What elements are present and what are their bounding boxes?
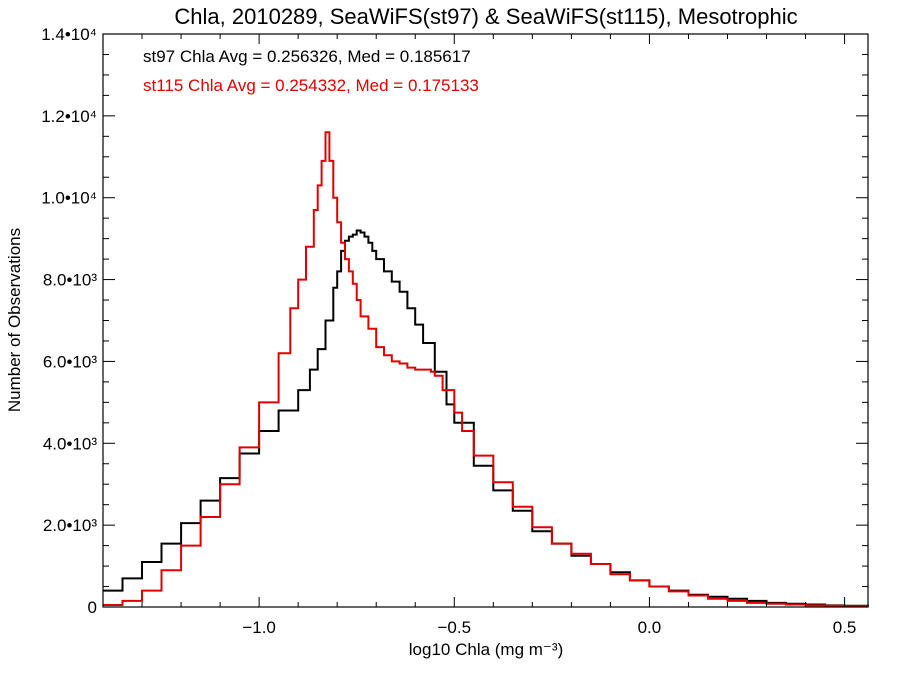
y-tick-label: 6.0•10³ (43, 352, 97, 371)
x-tick-label: −0.5 (437, 618, 471, 637)
annotation-layer: st97 Chla Avg = 0.256326, Med = 0.185617… (143, 47, 479, 95)
annotation-text-2: st115 Chla Avg = 0.254332, Med = 0.17513… (143, 76, 479, 95)
y-tick-label: 8.0•10³ (43, 271, 97, 290)
annotation-text-1: st97 Chla Avg = 0.256326, Med = 0.185617 (143, 47, 471, 66)
x-tick-label: 0.5 (833, 618, 857, 637)
x-tick-label: −1.0 (242, 618, 276, 637)
plot-frame (102, 33, 869, 608)
y-tick-label: 0 (88, 598, 97, 617)
series-line-2 (103, 131, 869, 608)
chart-title: Chla, 2010289, SeaWiFS(st97) & SeaWiFS(s… (174, 4, 797, 29)
y-tick-label: 4.0•10³ (43, 434, 97, 453)
y-axis-label: Number of Observations (5, 228, 24, 412)
y-tick-label: 2.0•10³ (43, 516, 97, 535)
x-tick-label: 0.0 (638, 618, 662, 637)
y-tick-label: 1.4•10⁴ (41, 25, 97, 44)
series-layer (103, 131, 869, 608)
axes-layer: −1.0 −0.5 0.0 0.5 0 2.0•10³ 4.0•10³ 6.0•10³ 8.0•… (41, 25, 869, 637)
series-line-1 (103, 229, 869, 607)
x-axis-label: log10 Chla (mg m⁻³) (409, 640, 563, 659)
y-tick-label: 1.2•10⁴ (41, 107, 97, 126)
y-tick-label: 1.0•10⁴ (41, 189, 97, 208)
